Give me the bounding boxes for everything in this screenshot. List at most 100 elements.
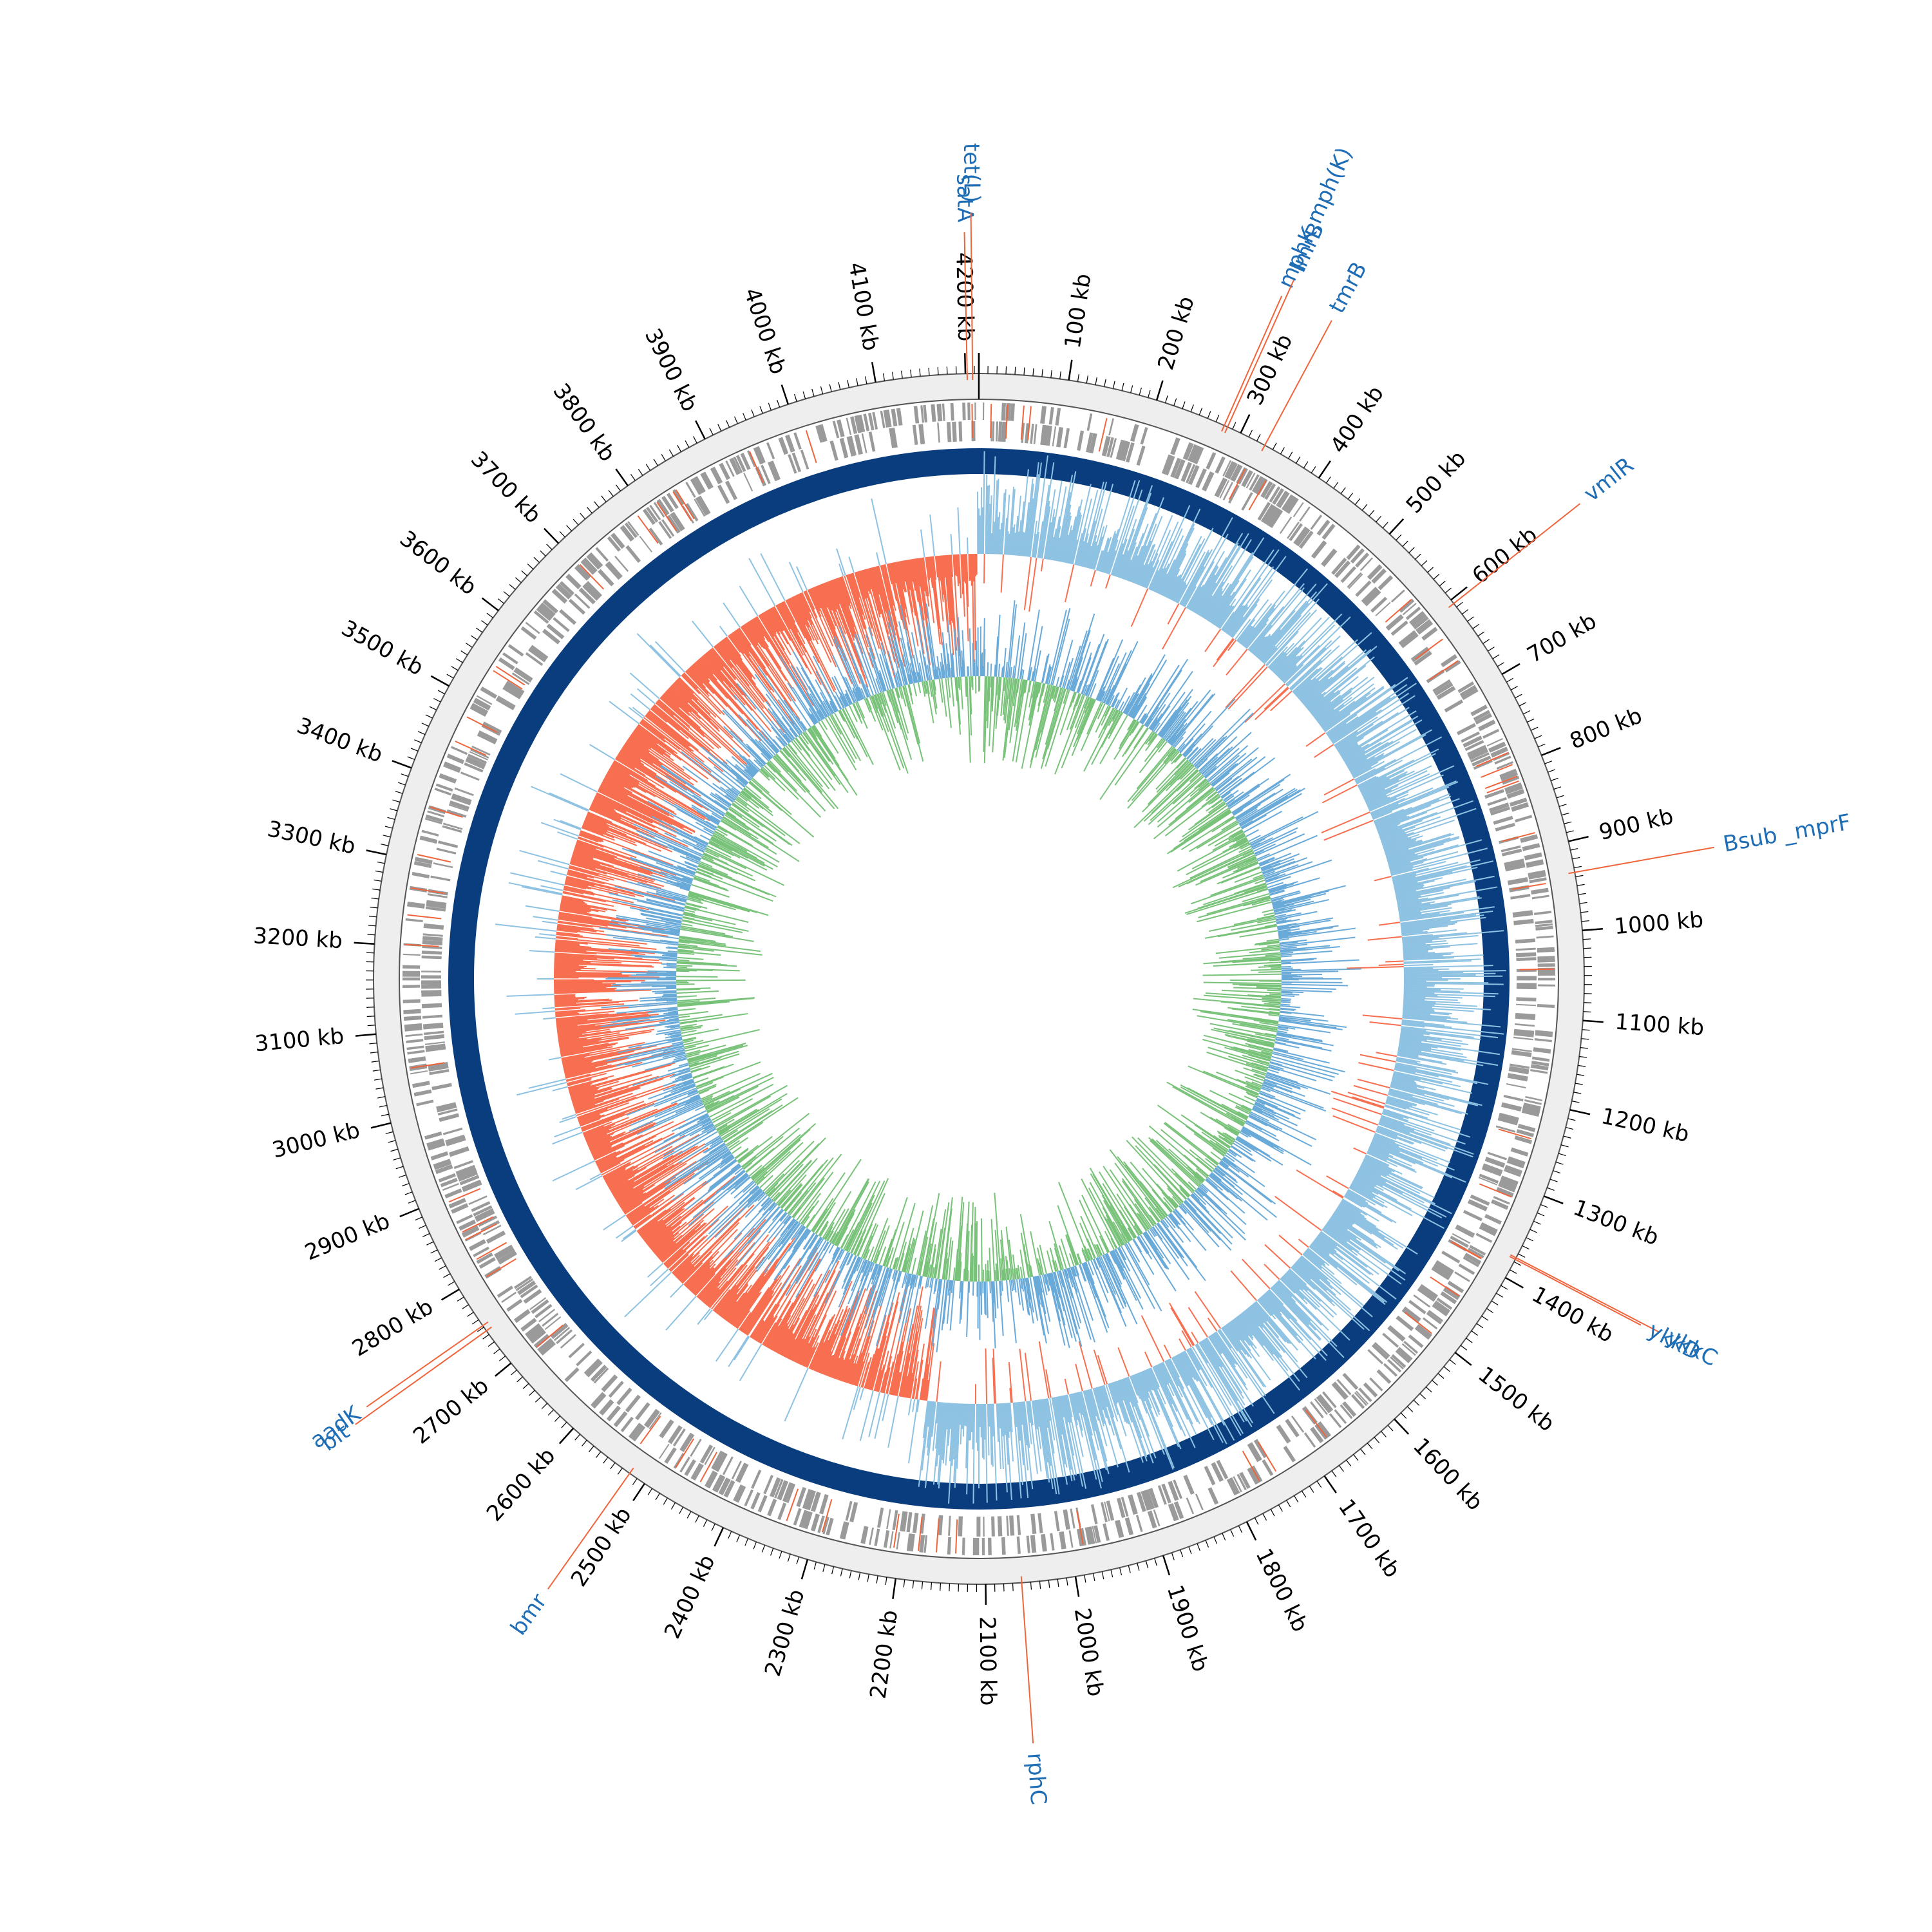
- gc-bar: [822, 1307, 851, 1375]
- gc-bar: [709, 649, 724, 668]
- gc-bar: [589, 808, 655, 838]
- gc-bar: [600, 785, 683, 829]
- skew-bar: [1164, 1217, 1184, 1243]
- gc-bar: [1198, 533, 1249, 616]
- gc-bar: [1350, 1183, 1376, 1198]
- gene-mark: [1391, 1354, 1406, 1368]
- gene-mark: [1432, 1264, 1452, 1278]
- gene-mark: [769, 1477, 781, 1498]
- skew-bar: [1211, 1171, 1222, 1181]
- skew-bar: [1262, 1000, 1281, 1003]
- gc-bar: [1052, 1397, 1066, 1464]
- skew-bar: [1069, 613, 1095, 691]
- gc-bar: [673, 1256, 693, 1276]
- gene-mark: [1354, 1392, 1367, 1406]
- gc-bar: [1336, 721, 1383, 751]
- gc-bar: [1357, 1171, 1447, 1218]
- gc-bar: [1273, 1284, 1345, 1358]
- skew-bar: [1110, 1251, 1125, 1280]
- skew-bar: [1099, 728, 1149, 800]
- gc-bar: [913, 558, 931, 665]
- gene-mark: [1428, 1310, 1444, 1322]
- skew-bar: [1224, 1046, 1271, 1061]
- gc-bar: [1148, 521, 1179, 590]
- skew-bar: [1127, 750, 1179, 809]
- gc-bar: [931, 1401, 936, 1437]
- gc-bar: [883, 1367, 891, 1394]
- gc-bar: [659, 1224, 701, 1261]
- gc-bar: [1155, 564, 1170, 593]
- skew-bar: [824, 1230, 832, 1240]
- gc-bar: [697, 659, 772, 744]
- gc-bar: [1322, 697, 1367, 730]
- gc-bar: [562, 1113, 576, 1120]
- gc-bar: [1313, 1240, 1370, 1284]
- gene-mark: [797, 1487, 806, 1507]
- gc-bar: [1144, 1370, 1154, 1391]
- gc-bar: [1262, 1294, 1303, 1341]
- skew-bar: [948, 1240, 954, 1280]
- gc-bar: [1115, 1381, 1124, 1401]
- gene-mark: [1188, 465, 1200, 486]
- skew-bar: [1272, 885, 1347, 905]
- skew-bar: [1180, 1086, 1246, 1122]
- skew-bar: [1228, 1149, 1238, 1156]
- gc-bar: [744, 1291, 775, 1335]
- gc-bar: [822, 1351, 832, 1375]
- gene-mark: [1417, 1288, 1435, 1302]
- skew-bar: [1180, 1084, 1247, 1121]
- gc-bar: [1305, 1249, 1326, 1266]
- gc-bar: [1326, 677, 1408, 735]
- skew-bar: [1030, 682, 1039, 718]
- gene-mark: [717, 484, 730, 504]
- skew-bar: [1146, 692, 1171, 728]
- gc-bar: [1123, 1378, 1135, 1407]
- skew-bar: [1198, 753, 1218, 772]
- gc-bar: [793, 596, 810, 628]
- gc-bar: [990, 1403, 994, 1467]
- gc-bar: [729, 634, 744, 654]
- gene-mark: [1303, 1432, 1316, 1448]
- gc-bar: [1320, 710, 1340, 726]
- gc-bar: [696, 660, 759, 730]
- gc-bar: [1215, 605, 1231, 627]
- gene-mark: [1183, 1475, 1193, 1495]
- gene-mark: [714, 1452, 727, 1472]
- gc-bar: [562, 891, 649, 911]
- skew-bar: [1253, 1074, 1265, 1079]
- gc-bar: [1256, 600, 1307, 659]
- skew-bar: [1137, 1137, 1194, 1194]
- gene-mark: [735, 455, 746, 472]
- gc-bar: [838, 577, 850, 606]
- gene-mark: [711, 466, 723, 484]
- gc-bar: [1371, 780, 1457, 817]
- gene-mark: [1488, 742, 1506, 753]
- gene-mark: [1515, 1015, 1536, 1020]
- gc-bar: [1276, 656, 1297, 677]
- gene-mark: [1293, 526, 1307, 544]
- gc-bar: [1395, 886, 1424, 894]
- gc-bar: [1379, 1120, 1474, 1155]
- resistance-gene-mark: [1076, 1510, 1084, 1545]
- skew-bar: [1095, 1244, 1102, 1256]
- gc-bar: [1388, 857, 1424, 867]
- gc-bar: [795, 1270, 840, 1363]
- gc-bar: [1062, 1395, 1069, 1423]
- gc-bar: [705, 652, 722, 671]
- gc-bar: [1161, 527, 1195, 596]
- gc-bar: [1344, 750, 1366, 763]
- gene-mark: [1316, 1395, 1332, 1414]
- gene-mark: [469, 705, 488, 717]
- gc-bar: [561, 900, 617, 912]
- gc-bar: [1164, 553, 1187, 597]
- gene-mark: [440, 1177, 458, 1188]
- skew-bar: [1127, 1242, 1141, 1263]
- gc-bar: [914, 558, 925, 621]
- gene-mark: [1157, 1485, 1167, 1505]
- gc-bar: [1362, 1161, 1390, 1175]
- skew-bar: [1104, 1231, 1115, 1250]
- skew-bar: [1229, 837, 1247, 848]
- gc-bar: [1351, 1182, 1413, 1217]
- gc-bar: [1099, 538, 1110, 572]
- gc-bar: [583, 1125, 604, 1135]
